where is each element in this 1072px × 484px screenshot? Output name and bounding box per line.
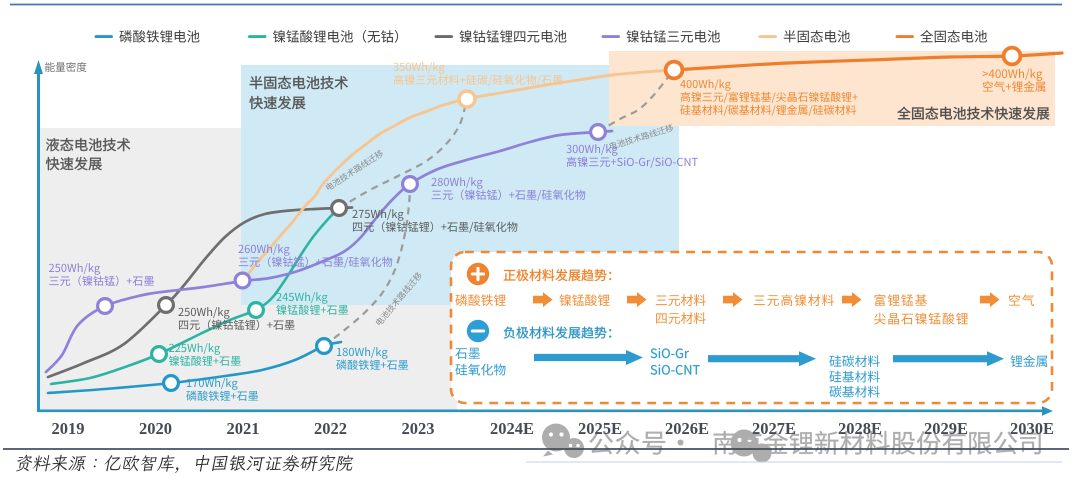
svg-text:2019: 2019 — [52, 419, 85, 438]
svg-text:2030E: 2030E — [1010, 419, 1054, 438]
svg-text:2026E: 2026E — [665, 419, 709, 438]
svg-text:2021: 2021 — [227, 419, 260, 438]
svg-text:2023: 2023 — [402, 419, 435, 438]
svg-text:2020: 2020 — [139, 419, 172, 438]
svg-text:2025E: 2025E — [578, 419, 622, 438]
svg-text:2024E: 2024E — [490, 419, 534, 438]
svg-text:2027E: 2027E — [752, 419, 796, 438]
svg-text:2022: 2022 — [314, 419, 347, 438]
